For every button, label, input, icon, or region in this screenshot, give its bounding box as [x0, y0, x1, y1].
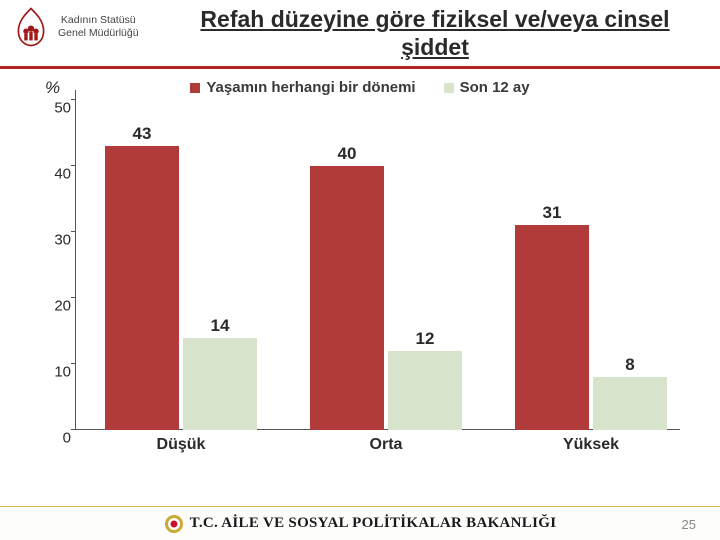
bar: 43	[105, 146, 179, 430]
bar: 12	[388, 351, 462, 430]
x-category-label: Yüksek	[563, 436, 619, 454]
bar-value-label: 43	[133, 124, 152, 144]
bar-value-label: 14	[211, 316, 230, 336]
x-category-label: Orta	[370, 436, 403, 454]
bar-value-label: 31	[543, 203, 562, 223]
legend-item: Son 12 ay	[444, 79, 530, 96]
ksgm-logo-icon	[10, 6, 52, 48]
y-tick-mark	[71, 297, 75, 298]
org-line2: Genel Müdürlüğü	[58, 27, 139, 40]
bar-group: 4314	[105, 146, 257, 430]
bar: 8	[593, 377, 667, 430]
y-axis-label: %	[45, 78, 60, 98]
y-tick-label: 30	[43, 232, 71, 249]
y-tick-label: 40	[43, 166, 71, 183]
legend-label: Yaşamın herhangi bir dönemi	[206, 79, 415, 96]
y-tick-mark	[71, 99, 75, 100]
chart-plot: % 010203040504314Düşük4012Orta318Yüksek	[75, 100, 675, 430]
org-name: Kadının Statüsü Genel Müdürlüğü	[58, 14, 139, 39]
header: Kadının Statüsü Genel Müdürlüğü Refah dü…	[0, 0, 720, 66]
y-axis-line	[75, 90, 76, 430]
bar: 14	[183, 338, 257, 430]
legend-item: Yaşamın herhangi bir dönemi	[190, 79, 415, 96]
page-number: 25	[682, 517, 696, 532]
bar-group: 318	[515, 225, 667, 430]
bar-value-label: 40	[338, 144, 357, 164]
y-tick-mark	[71, 231, 75, 232]
y-tick-mark	[71, 363, 75, 364]
y-tick-label: 50	[43, 100, 71, 117]
footer: T.C. AİLE VE SOSYAL POLİTİKALAR BAKANLIĞ…	[0, 506, 720, 540]
org-line1: Kadının Statüsü	[58, 14, 139, 27]
bar: 40	[310, 166, 384, 430]
legend-swatch	[190, 83, 200, 93]
y-tick-label: 0	[43, 430, 71, 447]
page-title: Refah düzeyine göre fiziksel ve/veya cin…	[180, 6, 710, 61]
legend-label: Son 12 ay	[460, 79, 530, 96]
ministry-logo-icon	[164, 514, 184, 534]
ministry-name: T.C. AİLE VE SOSYAL POLİTİKALAR BAKANLIĞ…	[190, 515, 557, 532]
y-tick-label: 20	[43, 298, 71, 315]
bar-value-label: 8	[625, 355, 634, 375]
bar: 31	[515, 225, 589, 430]
bar-value-label: 12	[416, 329, 435, 349]
org-logo-block: Kadının Statüsü Genel Müdürlüğü	[10, 6, 180, 48]
header-divider	[0, 66, 720, 69]
chart-legend: Yaşamın herhangi bir dönemi Son 12 ay	[40, 79, 680, 96]
bar-group: 4012	[310, 166, 462, 430]
y-tick-mark	[71, 165, 75, 166]
y-tick-label: 10	[43, 364, 71, 381]
y-tick-mark	[71, 429, 75, 430]
chart: Yaşamın herhangi bir dönemi Son 12 ay % 0…	[40, 79, 680, 479]
legend-swatch	[444, 83, 454, 93]
x-category-label: Düşük	[157, 436, 206, 454]
